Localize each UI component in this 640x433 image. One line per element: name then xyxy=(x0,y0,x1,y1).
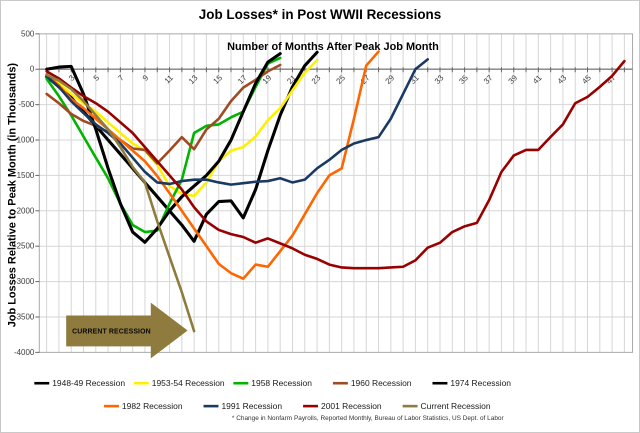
x-tick-label: 37 xyxy=(482,73,495,86)
y-tick-label: -3500 xyxy=(14,312,35,321)
x-tick-label: 41 xyxy=(531,73,544,86)
y-tick-label: -1000 xyxy=(14,136,35,145)
series-line xyxy=(45,73,196,333)
x-tick-label: 5 xyxy=(92,73,102,83)
series-line xyxy=(45,50,380,281)
legend-label: 1948-49 Recession xyxy=(52,378,125,388)
legend-item: 1974 Recession xyxy=(432,378,511,388)
x-tick-label: 11 xyxy=(163,73,176,86)
x-tick-label: 13 xyxy=(187,73,200,86)
legend-item: 1982 Recession xyxy=(104,401,183,411)
legend-label: 2001 Recession xyxy=(321,401,382,411)
footnote: * Change in Nonfarm Payrolls, Reported M… xyxy=(232,415,505,422)
y-tick-label: -4000 xyxy=(14,348,35,357)
x-axis-title: Number of Months After Peak Job Month xyxy=(227,41,439,53)
x-tick-label: 29 xyxy=(384,73,397,86)
series-line xyxy=(45,58,429,186)
legend: 1948-49 Recession 1953-54 Recession 1958 R… xyxy=(34,378,511,411)
y-tick-label: -2500 xyxy=(14,242,35,251)
legend-label: Current Recession xyxy=(421,401,491,411)
y-tick-label: -1500 xyxy=(14,171,35,180)
y-axis-title: Job Losses Relative to Peak Month (in Th… xyxy=(6,63,18,328)
legend-label: 1958 Recession xyxy=(251,378,312,388)
x-tick-label: 15 xyxy=(211,73,224,86)
x-tick-label: 25 xyxy=(334,73,347,86)
x-tick-label: 35 xyxy=(457,73,470,86)
legend-label: 1982 Recession xyxy=(122,401,183,411)
legend-label: 1974 Recession xyxy=(450,378,511,388)
current-recession-arrow-icon xyxy=(66,302,188,359)
legend-item: 2001 Recession xyxy=(303,401,382,411)
plot-border xyxy=(38,33,634,353)
chart-title: Job Losses* in Post WWII Recessions xyxy=(199,7,441,22)
x-tick-label: 43 xyxy=(556,73,569,86)
x-tick-label: 7 xyxy=(116,73,126,83)
x-tick-label: 9 xyxy=(141,73,151,83)
legend-item: 1960 Recession xyxy=(332,378,412,388)
x-tick-label: 23 xyxy=(310,73,323,86)
y-tick-label: 500 xyxy=(21,29,35,38)
y-tick-label: -2000 xyxy=(14,206,35,215)
legend-item: 1953-54 Recession xyxy=(133,378,225,388)
series-line xyxy=(45,52,282,244)
legend-item: 1991 Recession xyxy=(203,401,282,411)
x-tick-label: 3 xyxy=(67,73,77,83)
current-recession-arrow-label: CURRENT RECESSION xyxy=(72,328,151,335)
legend-label: 1960 Recession xyxy=(351,378,412,388)
legend-label: 1991 Recession xyxy=(221,401,282,411)
y-tick-label: 0 xyxy=(30,65,35,74)
x-tick-label: 45 xyxy=(580,73,593,86)
series-line xyxy=(45,59,626,270)
x-tick-label: 39 xyxy=(507,73,520,86)
y-tick-label: -3000 xyxy=(14,277,35,286)
x-tick-label: 33 xyxy=(433,73,446,86)
legend-item: Current Recession xyxy=(402,401,491,411)
current-recession-annotation: CURRENT RECESSION xyxy=(66,302,188,359)
plot-area: 1 3 5 7 9 11 13 15 17 19 21 23 25 27 29 31 33 35 37 39 41 43 4… xyxy=(14,29,634,357)
legend-label: 1953-54 Recession xyxy=(152,378,225,388)
y-tick-label: -500 xyxy=(18,100,34,109)
legend-item: 1948-49 Recession xyxy=(34,378,125,388)
series-line xyxy=(45,63,282,165)
legend-item: 1958 Recession xyxy=(233,378,312,388)
